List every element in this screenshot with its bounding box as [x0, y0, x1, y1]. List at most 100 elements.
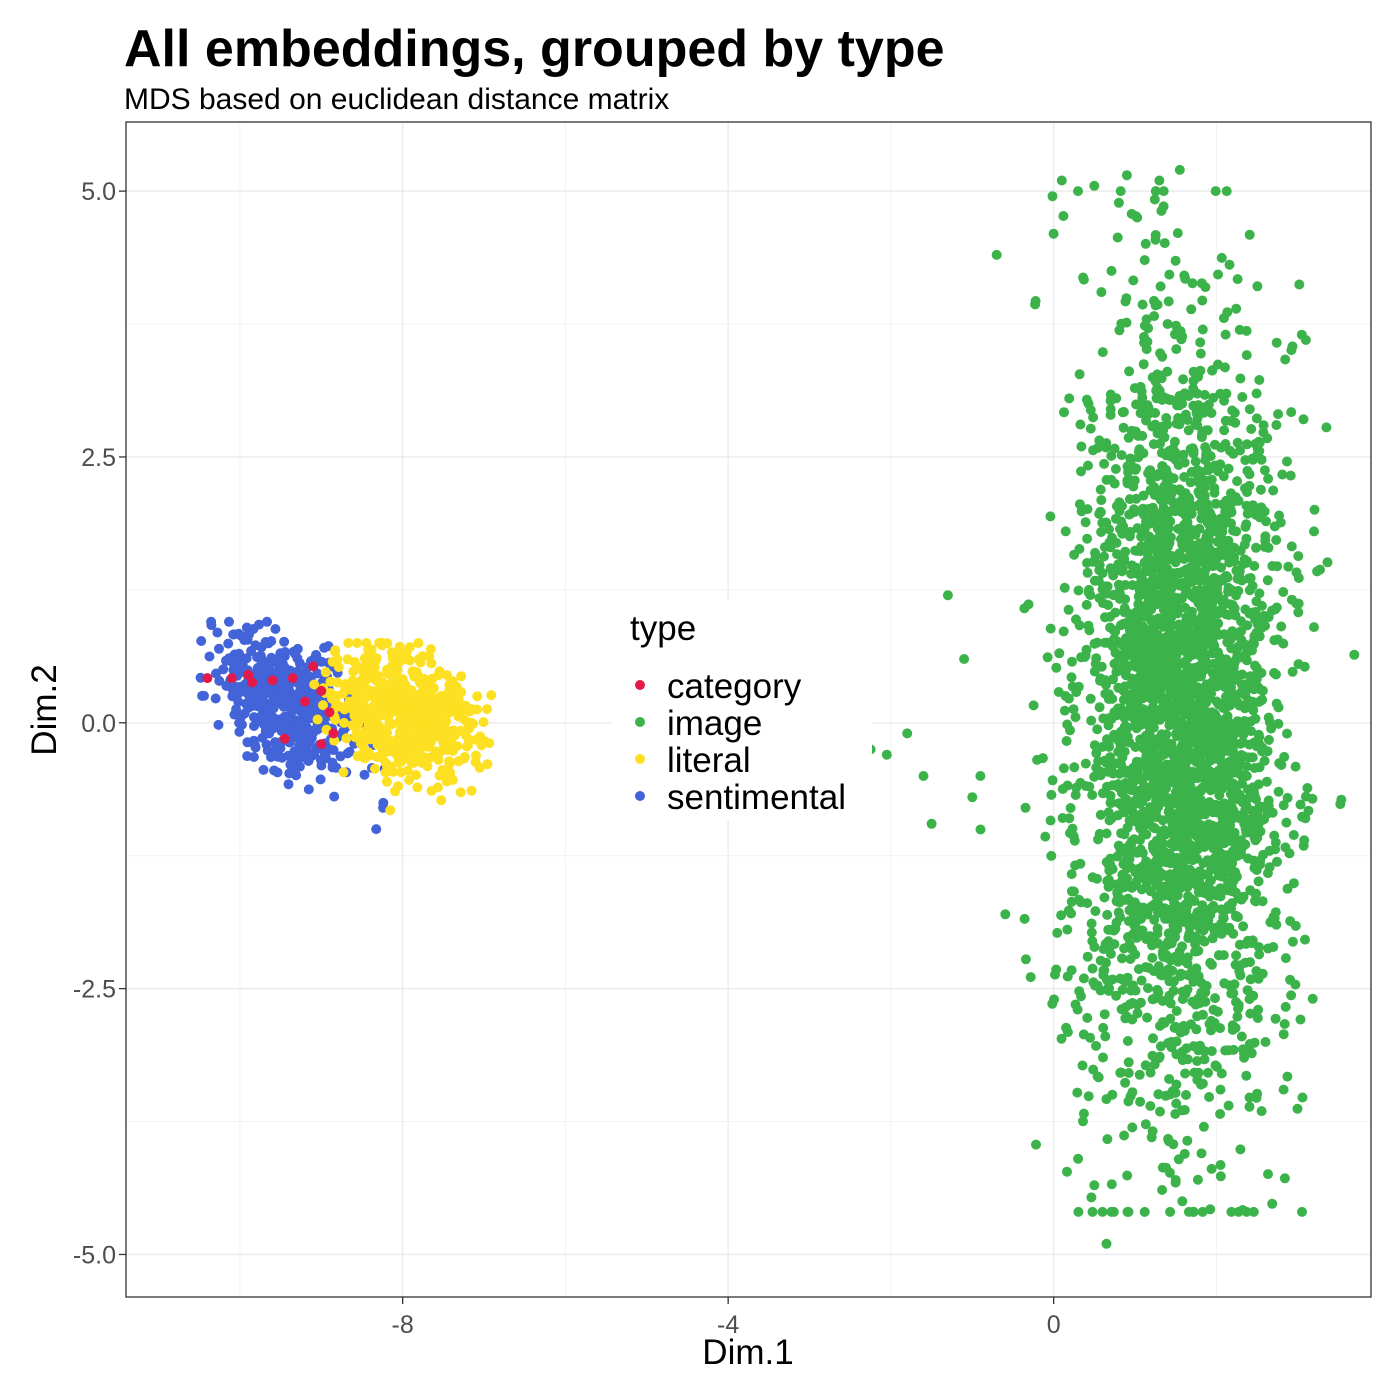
point-literal	[396, 756, 407, 767]
point-image	[1160, 710, 1171, 721]
point-image	[1215, 1084, 1226, 1095]
point-image	[1293, 551, 1304, 562]
point-image	[1236, 1031, 1247, 1042]
point-image	[1105, 389, 1116, 400]
point-image	[1191, 875, 1202, 886]
point-image	[1040, 831, 1051, 842]
point-image	[1186, 544, 1197, 555]
point-literal	[407, 745, 417, 756]
point-image	[1058, 626, 1069, 637]
point-image	[1089, 575, 1100, 586]
legend-label-literal: literal	[667, 741, 751, 780]
point-image	[1187, 576, 1198, 587]
point-image	[1135, 546, 1146, 557]
point-image	[1232, 437, 1243, 448]
point-literal	[404, 655, 415, 666]
point-image	[1181, 624, 1192, 635]
point-sentimental	[315, 774, 326, 785]
point-image	[1189, 628, 1200, 638]
point-image	[1111, 990, 1122, 1001]
point-image	[1118, 685, 1129, 696]
point-image	[1247, 645, 1257, 656]
point-literal	[364, 733, 375, 744]
grid-layer	[126, 122, 1371, 1297]
point-literal	[349, 680, 360, 690]
point-sentimental	[250, 742, 261, 753]
point-image	[975, 824, 986, 835]
point-literal	[371, 752, 382, 762]
point-image	[1131, 609, 1142, 620]
point-image	[1224, 980, 1235, 991]
point-image	[1084, 625, 1095, 636]
point-image	[1242, 508, 1253, 519]
legend-key-category	[635, 680, 645, 690]
point-image	[1203, 819, 1214, 830]
point-image	[1194, 726, 1205, 737]
point-sentimental	[303, 784, 314, 795]
point-image	[1231, 303, 1242, 314]
point-sentimental	[211, 668, 221, 679]
point-image	[1099, 458, 1110, 469]
point-image	[1250, 896, 1261, 907]
point-sentimental	[283, 779, 294, 790]
point-image	[1245, 974, 1256, 985]
point-sentimental	[270, 624, 281, 634]
point-image	[1242, 465, 1253, 476]
point-image	[1168, 1139, 1179, 1150]
point-image	[1078, 1029, 1089, 1040]
point-image	[1195, 337, 1206, 348]
point-image	[1089, 942, 1100, 952]
point-image	[1104, 524, 1114, 535]
point-image	[1089, 771, 1100, 782]
point-image	[1210, 498, 1221, 509]
point-literal	[375, 696, 386, 706]
point-image	[1053, 687, 1064, 697]
point-image	[1193, 993, 1204, 1004]
point-image	[1283, 561, 1294, 572]
point-literal	[478, 717, 489, 728]
point-image	[1182, 793, 1193, 804]
point-image	[1194, 669, 1205, 680]
point-image	[1142, 1012, 1153, 1023]
point-image	[1193, 1045, 1204, 1056]
point-image	[1282, 728, 1292, 739]
point-image	[1227, 809, 1238, 820]
point-image	[1196, 1148, 1207, 1159]
point-image	[1158, 186, 1169, 197]
point-image	[1197, 1206, 1208, 1217]
point-image	[1232, 1011, 1243, 1022]
point-image	[1220, 905, 1231, 916]
point-image	[1220, 822, 1231, 833]
point-sentimental	[239, 708, 250, 719]
point-image	[1182, 568, 1193, 579]
point-image	[1066, 672, 1077, 683]
point-image	[1120, 296, 1131, 307]
point-image	[1164, 538, 1175, 548]
point-image	[1133, 721, 1144, 731]
point-image	[1149, 1059, 1160, 1070]
point-image	[1098, 1052, 1108, 1063]
point-image	[1300, 813, 1311, 824]
point-literal	[372, 704, 383, 715]
point-image	[1349, 649, 1360, 660]
point-category	[226, 673, 237, 684]
point-image	[1235, 545, 1246, 556]
point-image	[1254, 738, 1265, 749]
point-image	[1280, 953, 1291, 964]
point-image	[1148, 758, 1159, 769]
point-image	[1258, 420, 1269, 431]
point-image	[1232, 642, 1243, 653]
point-image	[1235, 1144, 1246, 1155]
point-image	[1240, 604, 1251, 615]
point-image	[1089, 1180, 1100, 1191]
point-image	[1285, 916, 1296, 927]
point-image	[1190, 931, 1201, 942]
point-image	[1064, 813, 1075, 824]
point-sentimental	[288, 646, 299, 657]
point-sentimental	[227, 684, 238, 695]
point-literal	[413, 654, 424, 665]
point-image	[1263, 734, 1274, 745]
point-literal	[373, 720, 384, 731]
point-image	[1189, 896, 1200, 906]
point-image	[1115, 973, 1126, 984]
